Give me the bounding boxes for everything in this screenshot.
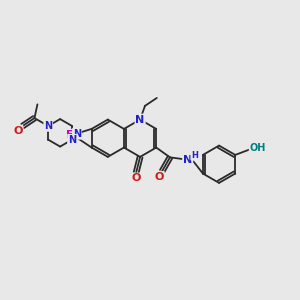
- Text: O: O: [13, 126, 22, 136]
- Text: O: O: [131, 173, 141, 184]
- Text: OH: OH: [250, 143, 266, 153]
- Text: N: N: [44, 121, 52, 131]
- Text: N: N: [68, 135, 76, 145]
- Text: O: O: [154, 172, 164, 182]
- Text: N: N: [73, 129, 81, 139]
- Text: N: N: [183, 155, 192, 165]
- Text: N: N: [136, 115, 145, 124]
- Text: H: H: [191, 151, 198, 160]
- Text: F: F: [66, 130, 74, 140]
